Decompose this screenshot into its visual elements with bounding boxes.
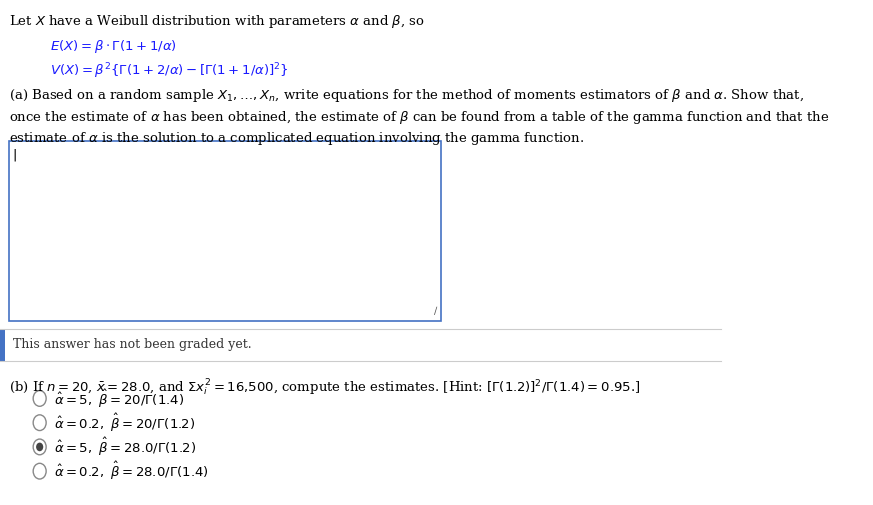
- Text: ∕: ∕: [434, 306, 437, 316]
- Text: (b) If $n = 20$, $\bar{x} = 28.0$, and $\Sigma x_i^2 = 16{,}500$, compute the es: (b) If $n = 20$, $\bar{x} = 28.0$, and $…: [9, 378, 640, 398]
- FancyBboxPatch shape: [9, 141, 442, 321]
- Text: Let $X$ have a Weibull distribution with parameters $\alpha$ and $\beta$, so: Let $X$ have a Weibull distribution with…: [9, 13, 424, 30]
- Text: $\hat{\alpha} = 0.2,\ \hat{\beta} = 28.0/\Gamma(1.4)$: $\hat{\alpha} = 0.2,\ \hat{\beta} = 28.0…: [54, 460, 209, 482]
- FancyBboxPatch shape: [0, 329, 5, 361]
- Ellipse shape: [36, 442, 44, 451]
- Text: |: |: [12, 149, 17, 162]
- Text: $V(X) = \beta^2\{\Gamma(1 + 2/\alpha) - [\Gamma(1 + 1/\alpha)]^2\}$: $V(X) = \beta^2\{\Gamma(1 + 2/\alpha) - …: [51, 62, 289, 81]
- Text: $\hat{\alpha} = 5,\ \hat{\beta} = 20/\Gamma(1.4)$: $\hat{\alpha} = 5,\ \hat{\beta} = 20/\Ga…: [54, 387, 184, 410]
- Text: This answer has not been graded yet.: This answer has not been graded yet.: [13, 338, 251, 351]
- Text: once the estimate of $\alpha$ has been obtained, the estimate of $\beta$ can be : once the estimate of $\alpha$ has been o…: [9, 109, 829, 126]
- Text: estimate of $\alpha$ is the solution to a complicated equation involving the gam: estimate of $\alpha$ is the solution to …: [9, 130, 584, 147]
- Ellipse shape: [33, 390, 46, 407]
- Text: (a) Based on a random sample $X_1, \ldots, X_n$, write equations for the method : (a) Based on a random sample $X_1, \ldot…: [9, 87, 804, 104]
- Ellipse shape: [33, 439, 46, 455]
- Ellipse shape: [33, 415, 46, 431]
- Text: $\hat{\alpha} = 0.2,\ \hat{\beta} = 20/\Gamma(1.2)$: $\hat{\alpha} = 0.2,\ \hat{\beta} = 20/\…: [54, 412, 196, 434]
- Text: $\hat{\alpha} = 5,\ \hat{\beta} = 28.0/\Gamma(1.2)$: $\hat{\alpha} = 5,\ \hat{\beta} = 28.0/\…: [54, 436, 196, 458]
- Text: $E(X) = \beta \cdot \Gamma(1 + 1/\alpha)$: $E(X) = \beta \cdot \Gamma(1 + 1/\alpha)…: [51, 38, 177, 55]
- Ellipse shape: [33, 463, 46, 479]
